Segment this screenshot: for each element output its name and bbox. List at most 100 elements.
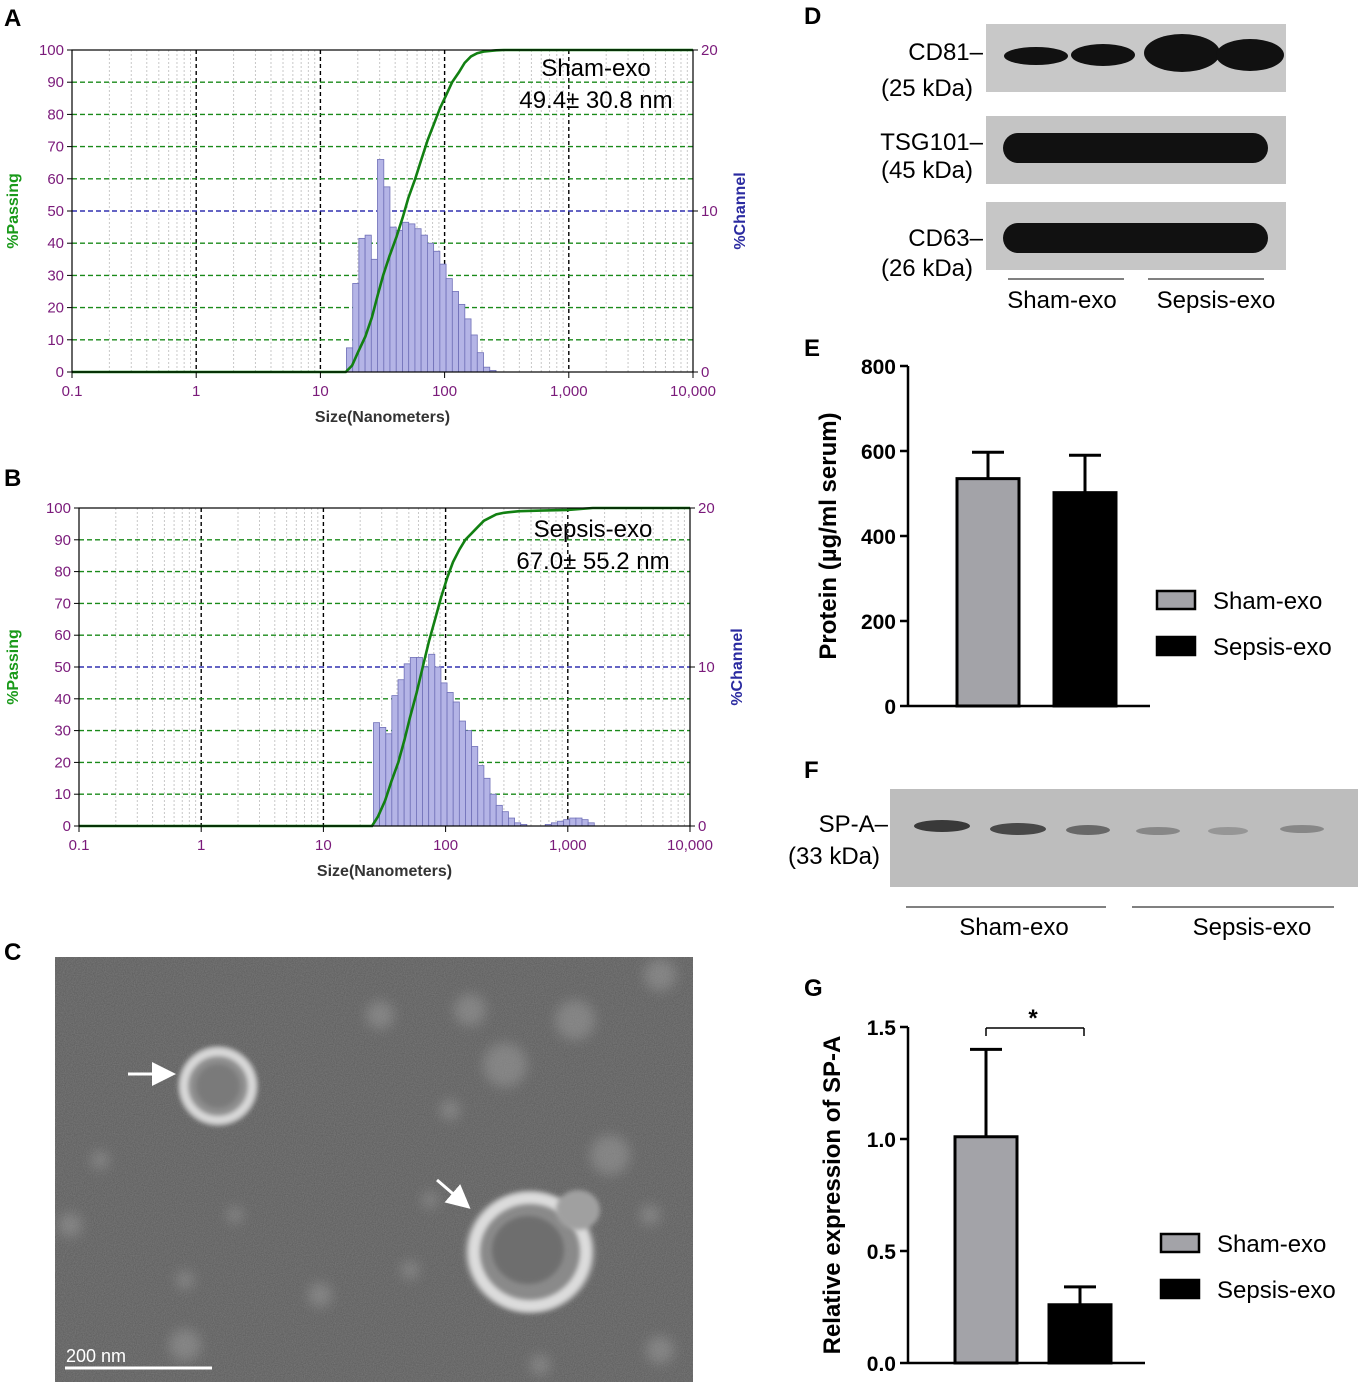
x-tick-label: 10,000 <box>670 383 716 400</box>
y-tick-label: 10 <box>54 786 71 803</box>
panel-label-a: A <box>4 5 21 32</box>
y2-tick-label: 10 <box>698 659 715 676</box>
arrow-icon <box>436 1178 471 1209</box>
y-tick-label: 1.0 <box>867 1129 896 1152</box>
histogram-bar <box>581 819 589 827</box>
legend-swatch <box>1159 1278 1201 1300</box>
y-tick-label: 40 <box>54 691 71 708</box>
x-axis-title: Size(Nanometers) <box>315 409 450 426</box>
x-tick-label: 100 <box>433 837 458 854</box>
y2-axis-title: %Channel <box>729 628 746 705</box>
y-tick-label: 60 <box>47 171 64 188</box>
histogram-bar <box>569 817 577 827</box>
x-tick-label: 0.1 <box>62 383 83 400</box>
bar <box>953 1135 1019 1365</box>
histogram-bar <box>433 250 441 373</box>
histogram-bar <box>451 291 459 373</box>
y-tick-label: 90 <box>47 74 64 91</box>
band-label: SP-A– <box>819 811 889 838</box>
x-tick-label: 1 <box>197 837 205 854</box>
western-blot-spa: SP-A– (33 kDa) Sham-exo Sepsis-exo <box>788 789 1358 941</box>
histogram-bar <box>452 701 460 827</box>
y-axis-title: Protein (µg/ml serum) <box>815 412 842 659</box>
panel-label-e: E <box>804 335 820 362</box>
histogram-bar <box>427 242 435 373</box>
histogram-bar <box>434 666 442 827</box>
blot-band <box>1003 223 1268 253</box>
y-tick-label: 20 <box>47 300 64 317</box>
protein-bar-chart: 0 200 400 600 800 Protein (µg/ml serum) Sham-e… <box>815 356 1332 719</box>
histogram-bar <box>575 817 583 827</box>
western-blot-markers: CD81– (25 kDa) TSG101– (45 kDa) CD63– (2… <box>880 24 1286 314</box>
y-tick-label: 80 <box>47 106 64 123</box>
size-annotation-label: Sepsis-exo <box>534 516 653 543</box>
histogram-bar <box>440 682 448 827</box>
tem-micrograph: 200 nm <box>55 957 693 1382</box>
y-tick-label: 0 <box>56 364 64 381</box>
histogram-bar <box>439 263 447 373</box>
histogram-bar <box>563 819 571 827</box>
blot-band <box>990 823 1046 835</box>
blot-band <box>1071 44 1135 66</box>
y-tick-label: 400 <box>861 526 896 549</box>
y-tick-label: 100 <box>46 500 71 517</box>
histogram-bar <box>470 334 478 373</box>
band-label: TSG101– <box>880 129 983 156</box>
histogram-bar <box>495 804 503 827</box>
y-tick-label: 80 <box>54 564 71 581</box>
histogram-bar <box>428 653 436 827</box>
histogram-bar <box>557 820 565 827</box>
panel-label-b: B <box>4 465 21 492</box>
blot-band <box>1136 827 1180 835</box>
histogram-bar <box>420 234 428 373</box>
exosome-vesicle <box>464 1190 600 1314</box>
x-tick-label: 10 <box>312 383 329 400</box>
y-tick-label: 30 <box>54 723 71 740</box>
x-tick-label: 10,000 <box>667 837 713 854</box>
y-tick-label: 600 <box>861 441 896 464</box>
x-tick-label: 1,000 <box>549 837 587 854</box>
histogram-bar <box>501 811 509 827</box>
y-tick-label: 0 <box>63 818 71 835</box>
histogram-bar <box>445 278 453 373</box>
y-tick-label: 0 <box>884 696 896 719</box>
band-label: CD63– <box>908 225 983 252</box>
x-tick-label: 0.1 <box>69 837 90 854</box>
histogram-bar <box>422 666 430 827</box>
band-kda: (33 kDa) <box>788 843 880 870</box>
histogram-bar <box>408 223 416 373</box>
exosome-vesicle <box>178 1046 258 1126</box>
y-tick-label: 60 <box>54 627 71 644</box>
legend-label: Sham-exo <box>1217 1231 1326 1258</box>
size-annotation-label: Sham-exo <box>541 55 650 82</box>
histogram-bar <box>414 228 422 373</box>
panel-label-f: F <box>804 757 819 784</box>
y-tick-label: 10 <box>47 332 64 349</box>
histogram-bar <box>409 657 417 827</box>
blot-band <box>1208 827 1248 835</box>
y2-tick-label: 0 <box>701 364 709 381</box>
y-tick-label: 0.0 <box>867 1353 896 1376</box>
cumulative-curve <box>79 506 690 828</box>
size-annotation-value: 49.4± 30.8 nm <box>519 87 672 114</box>
y2-tick-label: 20 <box>701 42 718 59</box>
bar <box>955 477 1021 708</box>
histogram-bar <box>483 366 491 373</box>
y2-tick-label: 20 <box>698 500 715 517</box>
spa-expression-bar-chart: 0.0 0.5 1.0 1.5 Relative expression of SP-A S… <box>819 1005 1336 1376</box>
histogram-bar <box>364 234 372 373</box>
bar <box>1047 1303 1113 1365</box>
histogram-bar <box>477 765 485 827</box>
legend-swatch <box>1159 1232 1201 1254</box>
y-axis-title: %Passing <box>5 629 22 705</box>
size-distribution-chart-sham: 0 10 20 30 40 50 60 70 80 90 100 0 10 20 0.1 1 10 100 1,00… <box>5 42 749 426</box>
x-axis-title: Size(Nanometers) <box>317 863 452 880</box>
y-tick-label: 90 <box>54 532 71 549</box>
blot-band <box>1144 34 1220 72</box>
significance-marker: * <box>1028 1005 1038 1032</box>
size-annotation-value: 67.0± 55.2 nm <box>516 548 669 575</box>
x-tick-label: 100 <box>432 383 457 400</box>
group-label: Sham-exo <box>1007 287 1116 314</box>
legend-swatch <box>1155 589 1197 611</box>
histogram-bar <box>483 777 491 827</box>
